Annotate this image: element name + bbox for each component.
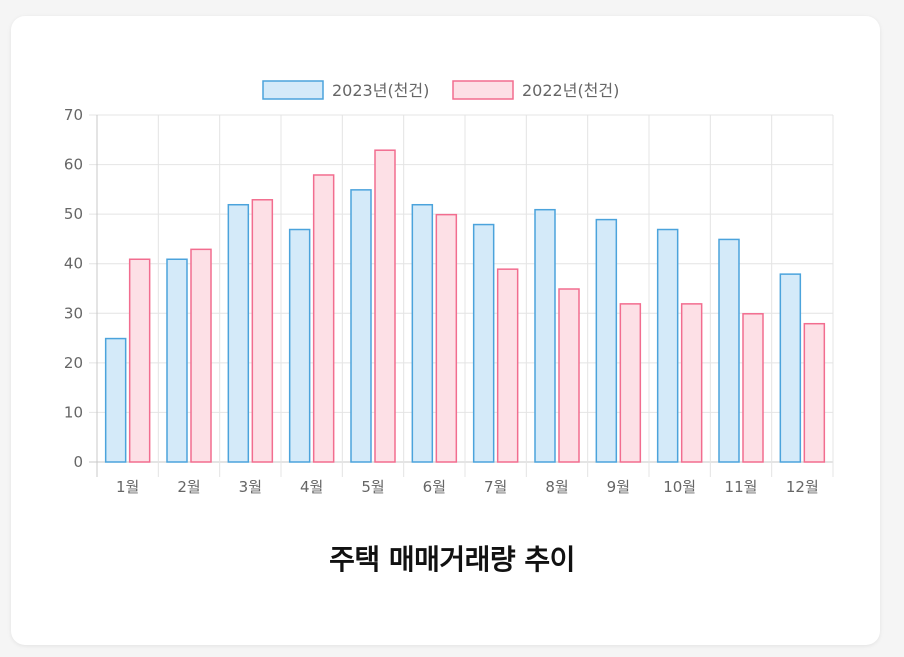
bar-series-1[interactable] [411, 203, 434, 463]
y-tick-label: 30 [64, 304, 83, 322]
bar-series-2[interactable] [128, 258, 151, 463]
bar-series-2[interactable] [496, 268, 519, 463]
x-tick-label: 9월 [607, 478, 630, 496]
bars [104, 149, 826, 463]
bar-series-2[interactable] [680, 303, 703, 463]
x-tick-label: 12월 [786, 478, 819, 496]
x-tick-label: 7월 [484, 478, 507, 496]
legend-item-1[interactable]: 2023년(천건) [262, 80, 429, 100]
bar-series-1[interactable] [350, 189, 372, 463]
legend[interactable]: 2023년(천건) 2022년(천건) [262, 80, 619, 100]
x-tick-label: 8월 [545, 478, 568, 496]
bar-series-1[interactable] [779, 273, 802, 463]
bar-series-1[interactable] [166, 258, 188, 463]
bar-series-1[interactable] [718, 238, 740, 463]
bar-series-1[interactable] [595, 218, 618, 463]
legend-swatch [452, 80, 514, 100]
y-tick-label: 40 [64, 255, 83, 273]
bar-series-1[interactable] [104, 337, 127, 463]
y-tick-label: 70 [64, 106, 83, 124]
legend-item-2[interactable]: 2022년(천건) [452, 80, 619, 100]
bar-series-2[interactable] [619, 303, 642, 463]
x-tick-label: 2월 [177, 478, 200, 496]
x-tick-label: 1월 [116, 478, 139, 496]
bar-series-1[interactable] [534, 208, 556, 463]
chart-title: 주택 매매거래량 추이 [329, 543, 575, 576]
bar-series-2[interactable] [374, 149, 396, 463]
grid [89, 114, 834, 477]
bar-series-2[interactable] [558, 288, 580, 463]
y-tick-label: 50 [64, 205, 83, 223]
bar-series-2[interactable] [251, 199, 274, 463]
bar-series-1[interactable] [227, 203, 250, 463]
x-axis-ticks: 1월 2월 3월 4월 5월 6월 7월 8월 9월 10월 11월 12월 [116, 478, 819, 496]
x-tick-label: 6월 [423, 478, 446, 496]
y-tick-label: 20 [64, 354, 83, 372]
bar-series-1[interactable] [288, 228, 311, 463]
legend-swatch [262, 80, 324, 100]
bar-series-1[interactable] [472, 223, 495, 463]
bar-series-2[interactable] [742, 313, 764, 463]
y-tick-label: 0 [73, 453, 83, 471]
x-tick-label: 4월 [300, 478, 323, 496]
x-tick-label: 3월 [239, 478, 262, 496]
y-axis-ticks: 0 10 20 30 40 50 60 70 [64, 106, 83, 471]
x-tick-label: 11월 [725, 478, 758, 496]
bar-series-2[interactable] [312, 174, 335, 463]
legend-label: 2022년(천건) [522, 81, 619, 100]
bar-series-2[interactable] [190, 248, 212, 463]
x-tick-label: 10월 [663, 478, 696, 496]
bar-series-2[interactable] [435, 213, 458, 463]
y-tick-label: 10 [64, 403, 83, 421]
legend-label: 2023년(천건) [332, 81, 429, 100]
bar-series-2[interactable] [803, 322, 826, 463]
y-tick-label: 60 [64, 156, 83, 174]
bar-series-1[interactable] [656, 228, 679, 463]
x-tick-label: 5월 [361, 478, 384, 496]
